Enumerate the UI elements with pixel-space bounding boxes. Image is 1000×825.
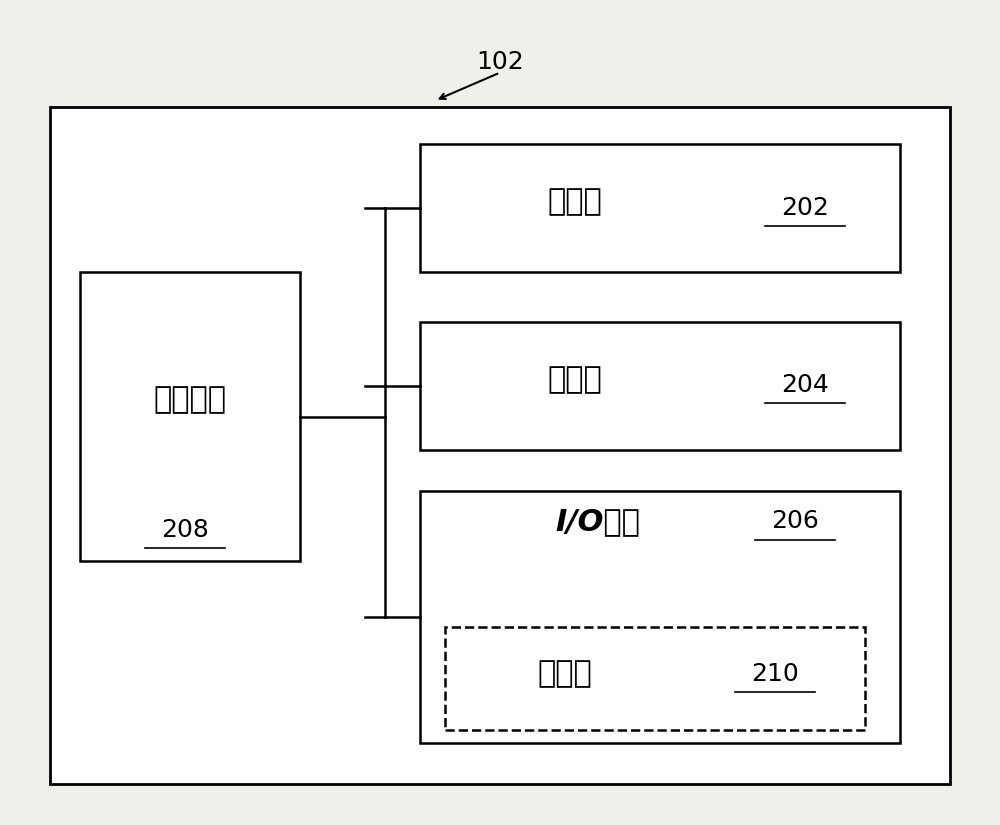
Bar bbox=[50, 107, 950, 784]
Text: 204: 204 bbox=[781, 373, 829, 398]
Text: 显示器: 显示器 bbox=[538, 659, 592, 689]
Text: 210: 210 bbox=[751, 662, 799, 686]
Text: I/O设备: I/O设备 bbox=[555, 507, 640, 536]
Bar bbox=[420, 144, 900, 272]
Bar bbox=[80, 272, 300, 561]
Text: 202: 202 bbox=[781, 196, 829, 220]
Text: 网络接口: 网络接口 bbox=[154, 385, 226, 415]
Text: 208: 208 bbox=[161, 517, 209, 542]
Text: 102: 102 bbox=[476, 50, 524, 74]
Bar bbox=[445, 627, 865, 730]
Bar bbox=[420, 322, 900, 450]
Bar bbox=[420, 491, 900, 742]
Text: 处理器: 处理器 bbox=[548, 187, 602, 217]
Text: 存储器: 存储器 bbox=[548, 365, 602, 394]
Text: 206: 206 bbox=[771, 509, 819, 534]
